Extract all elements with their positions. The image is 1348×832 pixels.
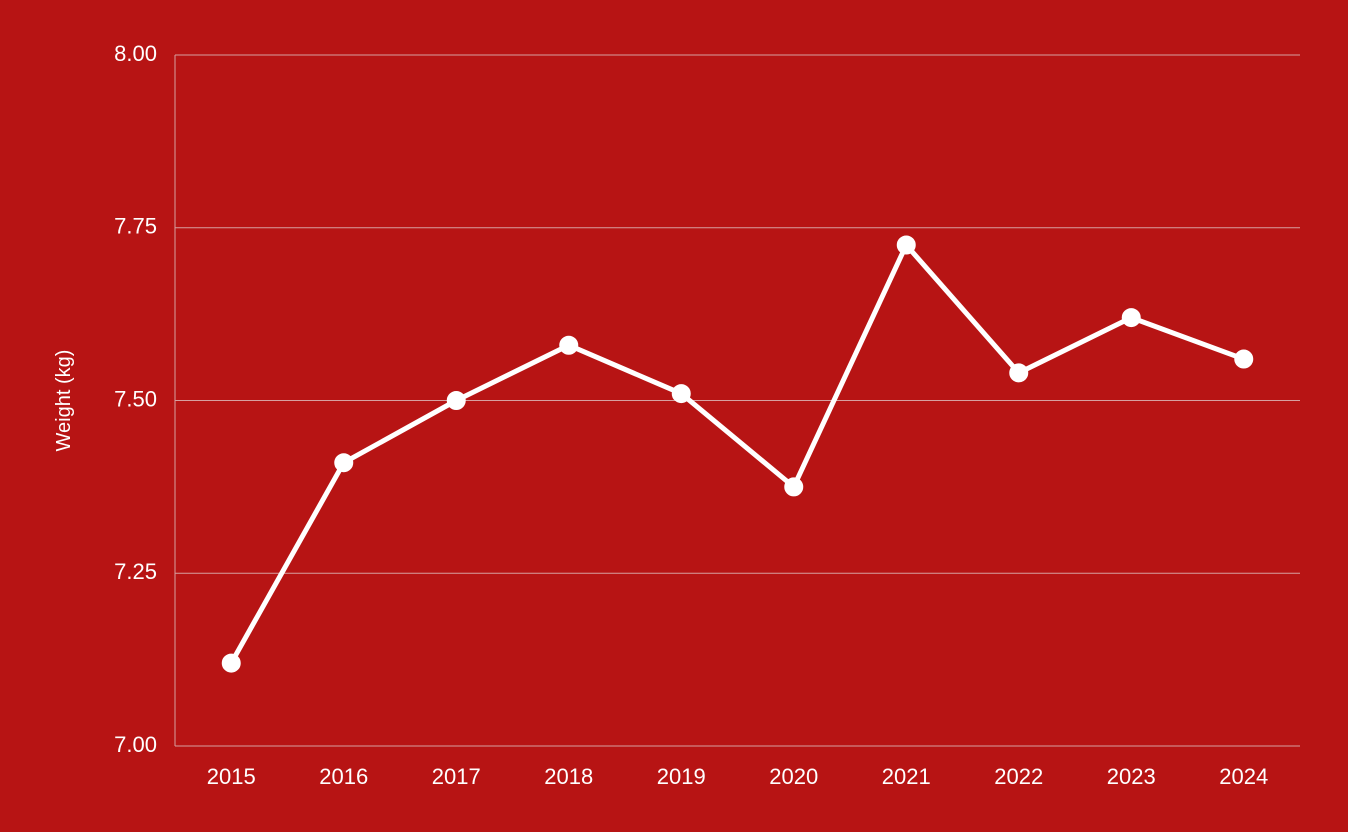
line-chart: 7.00 7.25 7.50 7.75 8.00 2015 2016 2017 2018 2019… [0, 0, 1348, 832]
x-tick-label: 2022 [994, 764, 1043, 789]
data-point [785, 478, 803, 496]
data-point [447, 392, 465, 410]
data-point [897, 236, 915, 254]
x-tick-label: 2018 [544, 764, 593, 789]
x-tick-label: 2016 [319, 764, 368, 789]
x-tick-label: 2017 [432, 764, 481, 789]
x-tick-label: 2019 [657, 764, 706, 789]
data-point [1122, 309, 1140, 327]
data-point [672, 385, 690, 403]
y-axis-label: Weight (kg) [53, 350, 75, 452]
data-point [1010, 364, 1028, 382]
y-tick-label: 7.25 [114, 559, 157, 584]
chart-background [0, 0, 1348, 832]
data-point [222, 654, 240, 672]
data-point [560, 336, 578, 354]
x-tick-label: 2015 [207, 764, 256, 789]
y-tick-label: 7.75 [114, 214, 157, 239]
y-tick-label: 7.00 [114, 732, 157, 757]
x-tick-label: 2024 [1219, 764, 1268, 789]
data-point [1235, 350, 1253, 368]
x-tick-label: 2020 [769, 764, 818, 789]
x-tick-label: 2021 [882, 764, 931, 789]
x-tick-label: 2023 [1107, 764, 1156, 789]
data-point [335, 454, 353, 472]
y-tick-label: 8.00 [114, 41, 157, 66]
y-tick-label: 7.50 [114, 386, 157, 411]
